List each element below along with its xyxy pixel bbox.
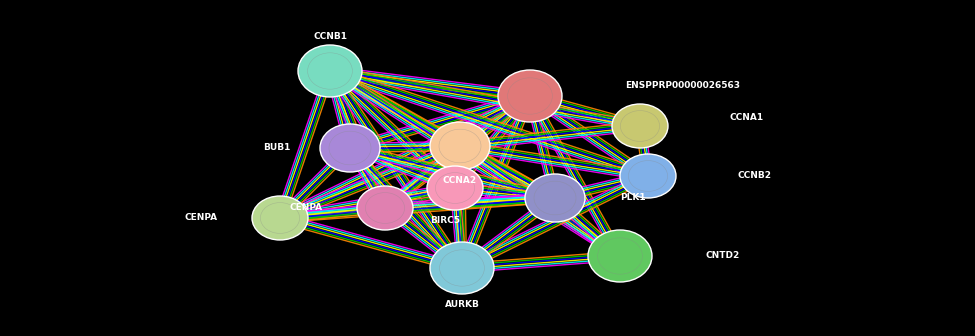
Ellipse shape [307, 53, 352, 89]
Ellipse shape [357, 186, 413, 230]
Text: CENPA: CENPA [290, 204, 323, 212]
Ellipse shape [366, 193, 405, 223]
Text: CNTD2: CNTD2 [705, 252, 739, 260]
Ellipse shape [430, 122, 490, 170]
Ellipse shape [534, 181, 576, 215]
Ellipse shape [436, 173, 475, 203]
Ellipse shape [508, 78, 553, 114]
Ellipse shape [620, 154, 676, 198]
Ellipse shape [439, 129, 481, 163]
Text: CCNA1: CCNA1 [730, 114, 764, 123]
Ellipse shape [440, 250, 485, 286]
Text: CCNB2: CCNB2 [738, 171, 772, 180]
Text: ENSPPRP00000026563: ENSPPRP00000026563 [625, 82, 740, 90]
Ellipse shape [260, 203, 299, 234]
Text: AURKB: AURKB [445, 300, 480, 309]
Ellipse shape [427, 166, 483, 210]
Text: CCNA2: CCNA2 [443, 176, 477, 185]
Ellipse shape [298, 45, 362, 97]
Ellipse shape [430, 242, 494, 294]
Ellipse shape [598, 238, 643, 274]
Ellipse shape [629, 161, 668, 192]
Text: CENPA: CENPA [185, 213, 218, 222]
Ellipse shape [620, 111, 660, 141]
Ellipse shape [612, 104, 668, 148]
Ellipse shape [320, 124, 380, 172]
Ellipse shape [252, 196, 308, 240]
Text: CCNB1: CCNB1 [313, 32, 347, 41]
Ellipse shape [329, 131, 371, 165]
Text: PLK1: PLK1 [620, 194, 645, 203]
Text: BUB1: BUB1 [262, 143, 290, 153]
Ellipse shape [498, 70, 562, 122]
Ellipse shape [525, 174, 585, 222]
Text: BIRC5: BIRC5 [430, 216, 460, 225]
Ellipse shape [588, 230, 652, 282]
